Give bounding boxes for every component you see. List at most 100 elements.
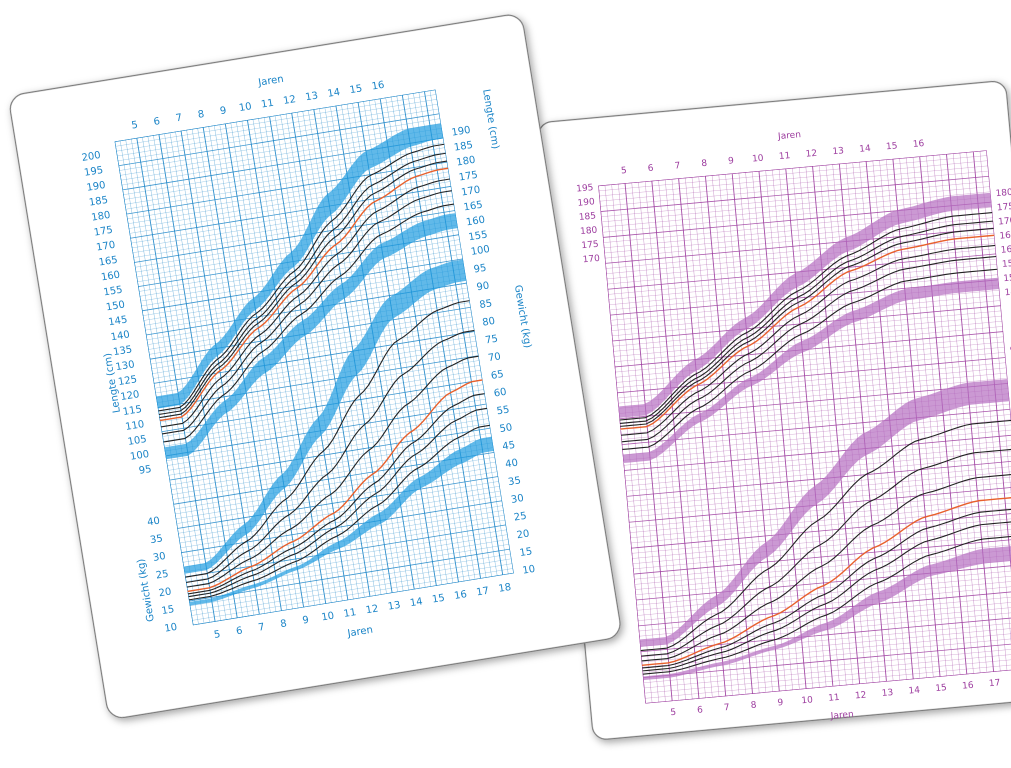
boys-height-tick-right: 160 <box>465 215 486 229</box>
girls-x-tick-top: 13 <box>832 146 844 157</box>
girls-x-tick-top: 15 <box>886 141 898 152</box>
boys-grid-hline <box>119 118 441 171</box>
girls-weight-percentile-line <box>642 520 1011 672</box>
boys-x-tick-bottom: 16 <box>453 589 467 602</box>
boys-height-upper-band <box>155 123 444 409</box>
girls-grid-hline <box>642 641 1011 679</box>
boys-grid-hline <box>149 306 471 360</box>
girls-grid-hline <box>600 170 989 207</box>
boys-height-tick-left: 130 <box>115 359 136 373</box>
boys-grid-hline <box>178 481 499 534</box>
girls-x-tick-bottom: 11 <box>828 693 840 704</box>
boys-grid-hline <box>178 486 500 539</box>
girls-grid-hline <box>634 543 1011 580</box>
boys-height-tick-right: 165 <box>463 200 484 214</box>
boys-weight-tick-right: 50 <box>499 422 513 435</box>
boys-weight-percentile-line <box>187 393 485 595</box>
girls-grid-hline <box>607 248 996 285</box>
girls-grid-hline <box>618 378 1008 414</box>
girls-grid-hline <box>624 434 1011 471</box>
boys-weight-tick-right: 75 <box>484 334 498 347</box>
girls-grid-hline <box>623 429 1011 466</box>
boys-plot-area <box>114 89 514 626</box>
boys-weight-tick-right: 85 <box>479 298 493 311</box>
boys-grid-hline <box>187 539 509 592</box>
boys-weight-tick-right: 40 <box>505 458 519 471</box>
boys-x-tick-top: 14 <box>327 87 341 100</box>
boys-x-tick-top: 11 <box>260 98 274 111</box>
boys-grid <box>114 89 514 626</box>
boys-weight-tick-right: 80 <box>482 316 496 329</box>
girls-x-tick-bottom: 8 <box>750 700 757 711</box>
girls-height-percentile-line <box>619 212 993 421</box>
boys-grid-hline <box>131 195 453 249</box>
boys-bands <box>155 123 494 606</box>
boys-grid-hline <box>142 258 463 312</box>
boys-grid-hline <box>129 181 451 234</box>
boys-x-tick-top: 8 <box>197 109 205 121</box>
girls-grid-hline <box>631 517 1011 554</box>
boys-grid-hline <box>158 360 480 413</box>
boys-height-tick-left: 145 <box>108 314 129 328</box>
girls-grid-hline <box>636 574 1011 611</box>
boys-x-tick-bottom: 12 <box>365 603 379 616</box>
girls-grid-hline <box>611 300 1001 337</box>
girls-height-tick-left: 180 <box>580 226 598 238</box>
boys-grid-hline <box>120 123 441 176</box>
girls-grid-hline <box>609 274 998 311</box>
boys-height-tick-left: 135 <box>112 344 133 358</box>
girls-weight-lower-band <box>642 545 1011 681</box>
boys-grid-hline <box>134 210 456 263</box>
boys-height-tick-left: 200 <box>81 150 102 164</box>
boys-weight-percentile-line <box>185 329 475 584</box>
boys-height-tick-left: 190 <box>86 180 107 194</box>
boys-grid-hline <box>139 244 461 297</box>
boys-height-tick-right: 180 <box>456 155 477 169</box>
girls-grid-hline <box>639 600 1011 637</box>
boys-grid-hline <box>188 544 510 597</box>
girls-x-tick-bottom: 5 <box>670 708 677 718</box>
girls-weight-median-line <box>641 496 1011 666</box>
boys-grid-hline <box>185 524 507 578</box>
girls-x-label-bottom: Jaren <box>829 710 854 722</box>
boys-grid-hline <box>170 432 492 486</box>
boys-grid-hline <box>192 568 514 621</box>
girls-grid-hline <box>601 181 990 217</box>
boys-grid-hline <box>182 510 504 563</box>
boys-weight-tick-right: 55 <box>496 404 510 417</box>
girls-x-tick-top: 10 <box>752 154 765 165</box>
girls-height-tick-left: 185 <box>578 211 596 223</box>
boys-grid-hline <box>142 263 464 316</box>
boys-grid-hline <box>141 253 463 307</box>
boys-x-tick-top: 13 <box>305 90 319 103</box>
girls-grid-hline <box>599 165 989 202</box>
girls-x-tick-bottom: 10 <box>801 695 814 706</box>
boys-grid-hline <box>191 563 513 616</box>
boys-x-tick-bottom: 18 <box>498 582 512 595</box>
boys-height-tick-left: 170 <box>95 240 116 254</box>
boys-weight-tick-right: 45 <box>502 440 516 453</box>
boys-height-tick-left: 160 <box>100 270 121 284</box>
boys-card-background <box>9 14 621 719</box>
boys-percentile-lines <box>158 143 490 601</box>
girls-x-tick-top: 14 <box>859 144 872 155</box>
boys-height-tick-left: 105 <box>127 434 148 448</box>
boys-weight-tick-right: 65 <box>490 369 504 382</box>
girls-grid-hline <box>632 528 1011 564</box>
girls-weight-percentile-line <box>642 508 1011 669</box>
boys-grid-hline <box>176 471 498 524</box>
boys-weight-tick-right: 100 <box>470 244 491 258</box>
girls-x-tick-bottom: 6 <box>697 705 704 716</box>
boys-weight-tick-left: 10 <box>164 622 178 635</box>
girls-grid-hline <box>645 667 1011 704</box>
boys-grid-hline <box>192 572 514 626</box>
boys-x-tick-top: 7 <box>175 113 183 125</box>
girls-grid-hline <box>605 227 994 264</box>
boys-weight-median-line <box>187 379 483 593</box>
girls-grid-hline <box>602 191 991 228</box>
boys-grid-hline <box>131 191 452 244</box>
boys-height-tick-left: 100 <box>129 449 150 463</box>
boys-grid-hline <box>140 249 462 302</box>
boys-height-tick-left: 185 <box>88 195 109 209</box>
